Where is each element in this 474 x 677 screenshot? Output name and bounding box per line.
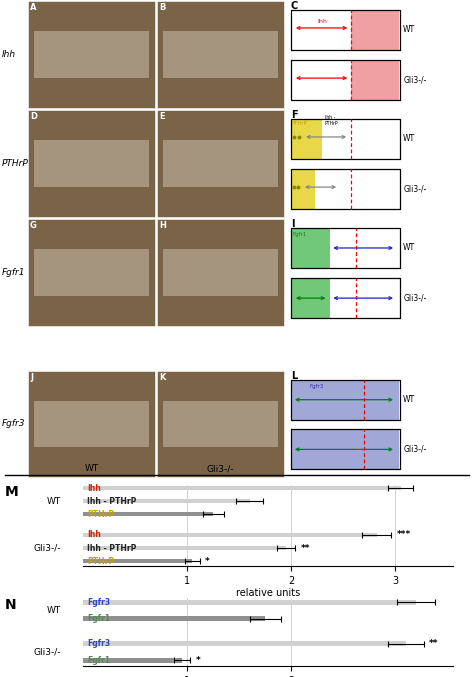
Bar (164, 249, 278, 296)
Bar (157, 219, 284, 326)
Bar (83, 533, 377, 537)
Text: Ihh -
PTHrP: Ihh - PTHrP (325, 115, 338, 126)
Text: N: N (5, 598, 17, 612)
Text: PTHrP: PTHrP (2, 159, 29, 168)
Bar (34, 140, 149, 187)
Bar (157, 1, 284, 108)
Bar (83, 512, 213, 517)
Text: H: H (159, 221, 166, 230)
Text: A: A (30, 3, 36, 12)
Text: WT: WT (46, 606, 61, 615)
Bar (28, 371, 155, 477)
Bar (34, 249, 149, 296)
Text: Gli3-/-: Gli3-/- (33, 544, 61, 552)
Bar (83, 658, 182, 663)
Text: PTHrP: PTHrP (292, 121, 308, 126)
Text: PTHrP: PTHrP (87, 557, 114, 566)
Text: Fgfr1: Fgfr1 (87, 656, 110, 665)
Bar (83, 559, 192, 563)
Text: J: J (30, 373, 33, 382)
Text: WT: WT (403, 26, 415, 35)
Text: Gli3-/-: Gli3-/- (403, 185, 427, 194)
Text: I: I (291, 219, 294, 229)
Text: M: M (5, 485, 18, 499)
Text: Fgfr3: Fgfr3 (310, 383, 324, 389)
Bar (291, 278, 330, 318)
Bar (28, 110, 155, 217)
Text: L: L (291, 371, 297, 381)
Text: Fgfr3: Fgfr3 (87, 639, 110, 649)
Bar (291, 429, 399, 469)
Bar (291, 227, 330, 268)
Text: Fgfr1: Fgfr1 (87, 614, 110, 623)
Text: *: * (205, 557, 210, 566)
Text: Fgfr1: Fgfr1 (2, 268, 26, 277)
Bar (34, 31, 149, 78)
Text: **: ** (301, 544, 310, 552)
Text: ***: *** (396, 531, 410, 540)
Text: Gli3-/-: Gli3-/- (33, 648, 61, 657)
Bar (34, 401, 149, 447)
Text: WT: WT (403, 135, 415, 144)
Text: WT: WT (84, 464, 99, 473)
Bar (291, 380, 399, 420)
Bar (83, 486, 401, 490)
Text: Gli3-/-: Gli3-/- (403, 76, 427, 85)
X-axis label: relative units: relative units (236, 588, 300, 598)
Bar (351, 9, 399, 50)
Bar (83, 500, 250, 503)
Text: *: * (195, 656, 200, 665)
Text: WT: WT (403, 395, 415, 404)
Text: F: F (291, 110, 298, 120)
Bar (351, 60, 399, 100)
Text: E: E (159, 112, 164, 121)
Text: Ihh - PTHrP: Ihh - PTHrP (87, 497, 137, 506)
Text: K: K (159, 373, 165, 382)
Text: G: G (30, 221, 37, 230)
Text: Ihh: Ihh (87, 531, 101, 540)
Bar (157, 371, 284, 477)
Text: B: B (159, 3, 165, 12)
Text: Gli3-/-: Gli3-/- (403, 445, 427, 454)
Bar (83, 600, 416, 605)
Bar (164, 401, 278, 447)
Text: Fgfr3: Fgfr3 (2, 420, 26, 429)
Bar (83, 642, 406, 647)
Text: Ihh: Ihh (2, 50, 16, 59)
Text: C: C (291, 1, 298, 11)
Bar (157, 110, 284, 217)
Text: WT: WT (46, 497, 61, 506)
Bar (83, 616, 265, 621)
Text: Ihh: Ihh (87, 483, 101, 493)
Bar (28, 1, 155, 108)
Text: WT: WT (403, 244, 415, 253)
Bar (28, 219, 155, 326)
Text: Gli3-/-: Gli3-/- (207, 464, 234, 473)
Bar (291, 169, 315, 209)
Bar (164, 140, 278, 187)
Text: D: D (30, 112, 37, 121)
Bar (291, 118, 321, 159)
Text: Ihh: Ihh (317, 19, 327, 24)
Text: Gli3-/-: Gli3-/- (403, 294, 427, 303)
Text: Fgfr1: Fgfr1 (293, 232, 307, 237)
Text: Ihh - PTHrP: Ihh - PTHrP (87, 544, 137, 552)
Bar (164, 31, 278, 78)
Bar (83, 546, 286, 550)
Text: PTHrP: PTHrP (87, 510, 114, 519)
Text: **: ** (428, 639, 438, 649)
Text: Fgfr3: Fgfr3 (87, 598, 110, 607)
